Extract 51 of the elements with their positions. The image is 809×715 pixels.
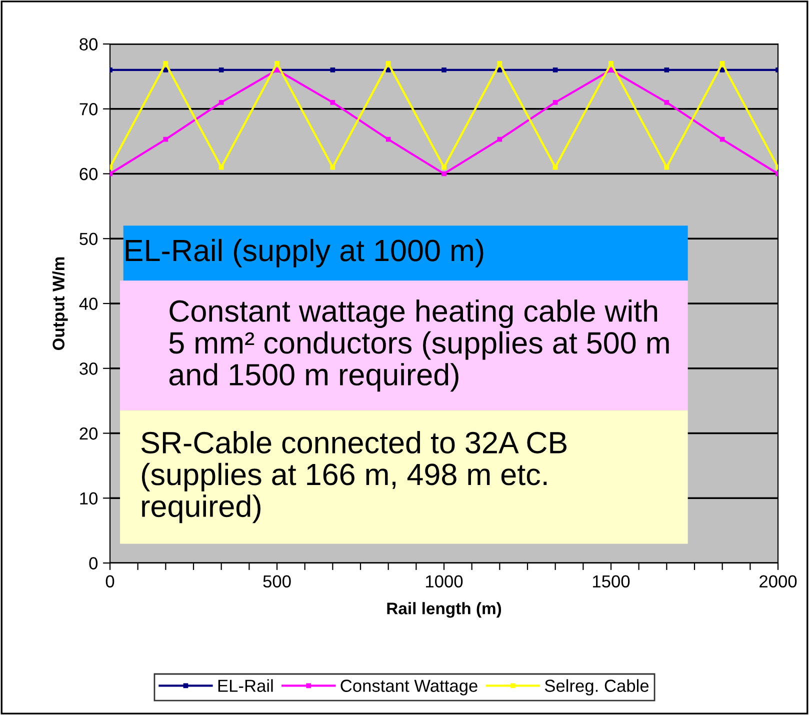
point [720,136,725,142]
annotation: Constant wattage heating cable with 5 mm² conductors (supplies at 500 m and 1500 m required) [169,299,669,392]
legend-label: Selreg. Cable [544,679,649,696]
point [218,100,224,105]
x-axis-title: Rail length (m) [387,602,502,618]
y-tick-label: 80 [80,38,98,50]
point [497,61,502,66]
y-axis-title: Output W/m [52,257,68,350]
point [163,136,168,142]
point [442,164,446,170]
x-tick-label: 2000 [760,575,797,588]
point [386,136,391,142]
point [218,164,224,170]
x-tick-label: 1500 [593,575,630,588]
annotation: EL-Rail (supply at 1000 m) [126,238,484,268]
point [274,61,280,66]
point [218,68,224,72]
point [163,68,168,72]
annotation: SR-Cable connected to 32A CB (supplies at 166 m, 498 m etc. required) [141,431,566,524]
x-tick-label: 0 [106,575,114,588]
y-tick-label: 0 [89,557,98,570]
point [664,164,670,170]
y-tick-label: 70 [80,103,98,116]
point [163,61,168,66]
x-tick-label: 500 [263,575,291,588]
legend-label: EL-Rail [218,679,273,692]
point [386,61,391,66]
point [330,100,336,105]
x-tick-label: 1000 [426,575,463,588]
point [330,68,336,72]
point [552,68,558,72]
y-tick-label: 50 [80,232,98,246]
legend-label: Constant Wattage [340,680,478,696]
y-tick-label: 20 [80,427,98,440]
point [664,68,670,72]
point [386,68,391,72]
y-tick-label: 10 [80,492,98,505]
point [608,61,614,66]
point [720,61,725,66]
y-tick-label: 40 [79,298,98,310]
point [442,171,446,176]
point [497,68,502,72]
point [497,136,502,142]
y-tick-label: 60 [80,168,98,180]
point [442,68,446,72]
point [330,164,336,170]
point [552,164,558,170]
y-tick-label: 30 [80,362,98,375]
point [664,100,670,105]
point [720,68,725,72]
point [552,100,558,105]
